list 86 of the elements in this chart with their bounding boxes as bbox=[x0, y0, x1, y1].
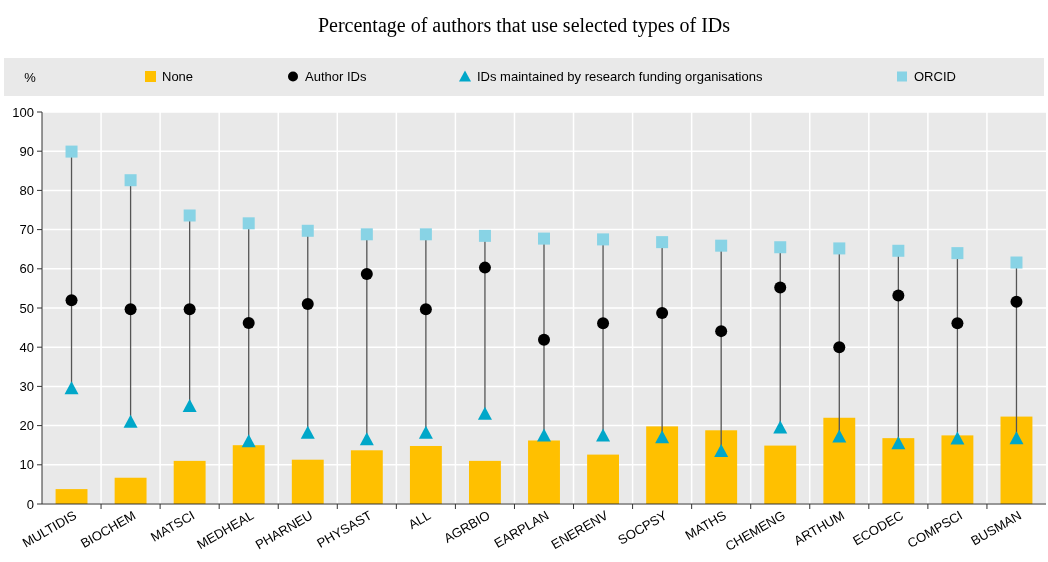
point bbox=[65, 145, 78, 158]
bar bbox=[764, 445, 797, 504]
y-tick-label: 90 bbox=[19, 143, 34, 159]
point bbox=[774, 281, 787, 294]
point bbox=[65, 294, 78, 307]
point bbox=[1010, 295, 1023, 308]
bar bbox=[173, 460, 206, 504]
bar bbox=[705, 430, 738, 504]
point bbox=[833, 341, 846, 354]
legend-label: IDs maintained by research funding organisations bbox=[477, 69, 763, 84]
point bbox=[892, 244, 905, 257]
y-tick-label: 70 bbox=[19, 222, 34, 238]
point bbox=[419, 228, 432, 241]
bar bbox=[469, 460, 501, 504]
point bbox=[419, 303, 432, 316]
y-tick-label: 0 bbox=[26, 496, 34, 512]
bar bbox=[55, 489, 88, 504]
legend-label: None bbox=[162, 69, 194, 84]
point bbox=[538, 232, 550, 245]
point bbox=[301, 298, 314, 311]
point bbox=[655, 430, 670, 444]
point bbox=[1010, 256, 1023, 269]
bar bbox=[941, 435, 974, 504]
y-tick-label: 20 bbox=[19, 418, 34, 434]
point bbox=[360, 228, 373, 241]
legend-label: Author IDs bbox=[305, 69, 367, 84]
point bbox=[656, 307, 669, 320]
y-tick-label: 10 bbox=[19, 457, 34, 473]
point bbox=[124, 174, 137, 187]
point bbox=[715, 239, 728, 252]
point bbox=[832, 429, 847, 443]
y-tick-label: 40 bbox=[19, 339, 34, 355]
point bbox=[242, 316, 255, 329]
point bbox=[478, 261, 491, 274]
x-tick-label: ALL bbox=[405, 507, 434, 533]
bar bbox=[528, 440, 560, 504]
point bbox=[597, 317, 610, 330]
point bbox=[64, 381, 79, 395]
point bbox=[596, 428, 611, 442]
y-axis-title: % bbox=[24, 70, 37, 85]
point bbox=[478, 229, 491, 242]
point bbox=[359, 432, 374, 446]
bar bbox=[350, 450, 383, 504]
bar bbox=[823, 417, 856, 504]
y-tick-label: 80 bbox=[19, 182, 34, 198]
legend-label: ORCID bbox=[914, 69, 956, 84]
bar bbox=[232, 445, 265, 504]
point bbox=[182, 399, 197, 412]
point bbox=[891, 436, 906, 450]
point bbox=[242, 217, 255, 230]
point bbox=[360, 267, 373, 280]
point bbox=[123, 414, 138, 428]
point bbox=[300, 425, 315, 439]
chart-title: Percentage of authors that use selected types of IDs bbox=[317, 14, 731, 37]
bar bbox=[587, 454, 619, 504]
bar bbox=[882, 438, 915, 504]
point bbox=[124, 303, 137, 316]
y-tick-label: 50 bbox=[19, 300, 34, 316]
bar bbox=[114, 477, 147, 504]
point bbox=[241, 434, 256, 448]
y-tick-label: 100 bbox=[12, 104, 34, 120]
point bbox=[774, 241, 787, 254]
point bbox=[1009, 431, 1024, 445]
point bbox=[951, 317, 964, 330]
point bbox=[418, 425, 433, 439]
point bbox=[538, 333, 550, 346]
point bbox=[656, 236, 669, 249]
point bbox=[537, 428, 551, 442]
point bbox=[950, 431, 965, 445]
point bbox=[833, 242, 846, 255]
point bbox=[597, 233, 610, 246]
point bbox=[183, 209, 196, 222]
point bbox=[183, 303, 196, 316]
point bbox=[477, 406, 492, 420]
point bbox=[715, 325, 728, 338]
point bbox=[951, 247, 964, 260]
y-tick-label: 60 bbox=[19, 261, 34, 277]
bar bbox=[291, 459, 324, 504]
bar bbox=[409, 445, 442, 504]
bar bbox=[1000, 416, 1033, 504]
point bbox=[301, 224, 314, 237]
bar bbox=[646, 426, 679, 504]
point bbox=[892, 289, 905, 302]
y-tick-label: 30 bbox=[19, 378, 34, 394]
point bbox=[714, 444, 729, 458]
point bbox=[773, 420, 788, 434]
